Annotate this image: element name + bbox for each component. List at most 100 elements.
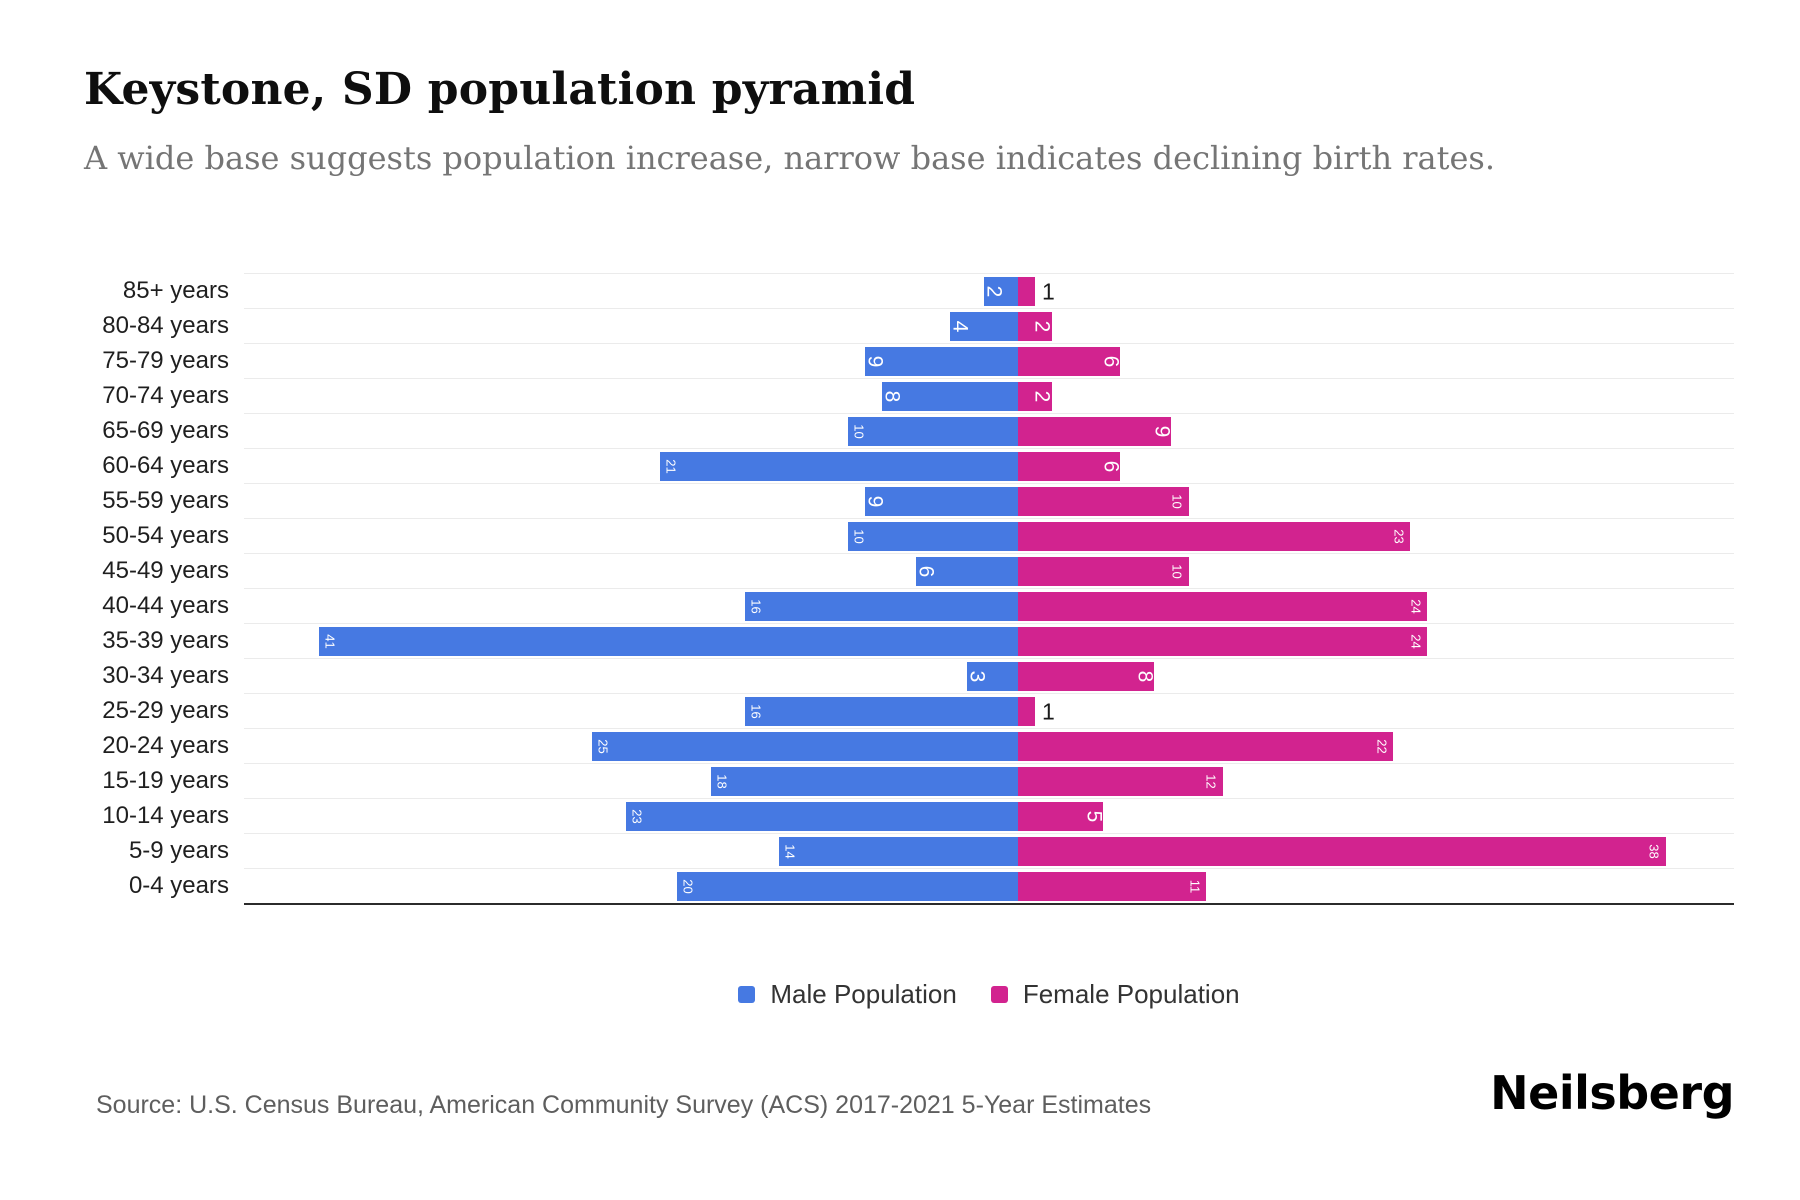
bar-value-label: 5 [1081,810,1105,823]
source-text: Source: U.S. Census Bureau, American Com… [96,1091,1152,1119]
bar-value-label: 2 [1030,320,1054,333]
age-group-label: 55-59 years [102,487,229,514]
row-gridline-area: 14 38 [244,833,1734,868]
female-bar[interactable]: 12 [1018,767,1223,796]
male-bar[interactable]: 6 [914,557,1018,586]
pyramid-row: 10-14 years 23 5 [0,798,1734,833]
bar-value-label: 3 [965,670,989,683]
bar-value-label: 16 [748,599,764,614]
legend: Male Population Female Population [244,979,1734,1010]
bar-value-label: 4 [948,320,972,333]
female-bar[interactable]: 38 [1018,837,1666,866]
bar-value-label: 10 [851,529,867,544]
female-bar[interactable]: 6 [1018,452,1122,481]
female-bar[interactable]: 24 [1018,592,1428,621]
age-group-label: 50-54 years [102,522,229,549]
legend-male-label: Male Population [770,979,957,1009]
bar-value-label: 23 [1391,529,1407,544]
bar-value-label: 25 [595,739,611,754]
male-bar[interactable]: 9 [862,347,1018,376]
male-bar[interactable]: 18 [711,767,1018,796]
bar-value-label: 2 [1030,390,1054,403]
female-bar[interactable]: 2 [1018,312,1054,341]
male-bar[interactable]: 8 [879,382,1018,411]
bar-value-label: 18 [714,774,730,789]
bar-value-label: 9 [862,495,886,508]
row-gridline-area: 20 11 [244,868,1734,903]
male-bar[interactable]: 10 [847,522,1018,551]
pyramid-row: 80-84 years 4 2 [0,308,1734,343]
pyramid-row: 75-79 years 9 6 [0,343,1734,378]
legend-item-female[interactable]: Female Population [990,979,1240,1010]
male-bar[interactable]: 16 [745,592,1018,621]
age-group-label: 20-24 years [102,732,229,759]
age-group-label: 5-9 years [128,837,229,864]
pyramid-row: 60-64 years 21 6 [0,448,1734,483]
female-bar[interactable]: 11 [1018,872,1206,901]
female-bar[interactable]: 10 [1018,557,1189,586]
female-bar[interactable]: 23 [1018,522,1411,551]
bar-value-label: 12 [1203,774,1219,789]
male-bar[interactable]: 25 [591,732,1018,761]
bar-value-label: 9 [862,355,886,368]
row-gridline-area: 25 22 [244,728,1734,763]
female-bar[interactable]: 5 [1018,802,1105,831]
footer: Source: U.S. Census Bureau, American Com… [96,1066,1734,1120]
male-bar[interactable]: 3 [965,662,1018,691]
female-bar[interactable]: 22 [1018,732,1394,761]
bar-value-label: 10 [1169,564,1185,579]
legend-item-male[interactable]: Male Population [738,979,957,1010]
bar-value-label: 8 [879,390,903,403]
male-bar[interactable]: 16 [745,697,1018,726]
legend-female-label: Female Population [1022,979,1240,1009]
age-group-label: 60-64 years [102,452,229,479]
male-bar[interactable]: 10 [847,417,1018,446]
x-axis-line [244,903,1734,905]
bar-value-label: 22 [1374,739,1390,754]
age-group-label: 25-29 years [102,697,229,724]
pyramid-row: 45-49 years 6 10 [0,553,1734,588]
female-bar[interactable]: 24 [1018,627,1428,656]
female-bar[interactable]: 8 [1018,662,1156,691]
age-group-label: 35-39 years [102,627,229,654]
male-bar[interactable]: 23 [625,802,1018,831]
row-gridline-area: 9 10 [244,483,1734,518]
bar-value-label: 20 [680,879,696,894]
female-bar[interactable]: 1 [1018,277,1055,306]
bar-value-label: 1 [1042,278,1055,304]
female-bar[interactable]: 1 [1018,697,1055,726]
female-bar[interactable]: 6 [1018,347,1122,376]
row-gridline-area: 6 10 [244,553,1734,588]
bar-value-label: 6 [1098,460,1122,473]
pyramid-row: 25-29 years 16 1 [0,693,1734,728]
bar-value-label: 6 [1098,355,1122,368]
male-bar[interactable]: 41 [318,627,1018,656]
male-bar[interactable]: 4 [948,312,1018,341]
age-group-label: 75-79 years [102,347,229,374]
age-group-label: 40-44 years [102,592,229,619]
row-gridline-area: 16 24 [244,588,1734,623]
brand-logo: Neilsberg [1490,1066,1734,1120]
bar-value-label: 38 [1647,844,1663,859]
pyramid-row: 40-44 years 16 24 [0,588,1734,623]
male-bar[interactable]: 20 [677,872,1018,901]
male-bar[interactable]: 2 [982,277,1018,306]
row-gridline-area: 21 6 [244,448,1734,483]
female-bar[interactable]: 10 [1018,487,1189,516]
row-gridline-area: 10 9 [244,413,1734,448]
female-bar[interactable]: 2 [1018,382,1054,411]
pyramid-row: 70-74 years 8 2 [0,378,1734,413]
bar-value-label: 9 [1150,425,1174,438]
male-bar[interactable]: 9 [862,487,1018,516]
row-gridline-area: 16 1 [244,693,1734,728]
male-bar[interactable]: 21 [659,452,1018,481]
age-group-label: 85+ years [122,277,229,304]
female-bar[interactable]: 9 [1018,417,1174,446]
female-legend-swatch-icon [990,986,1008,1003]
male-bar[interactable]: 14 [779,837,1018,866]
